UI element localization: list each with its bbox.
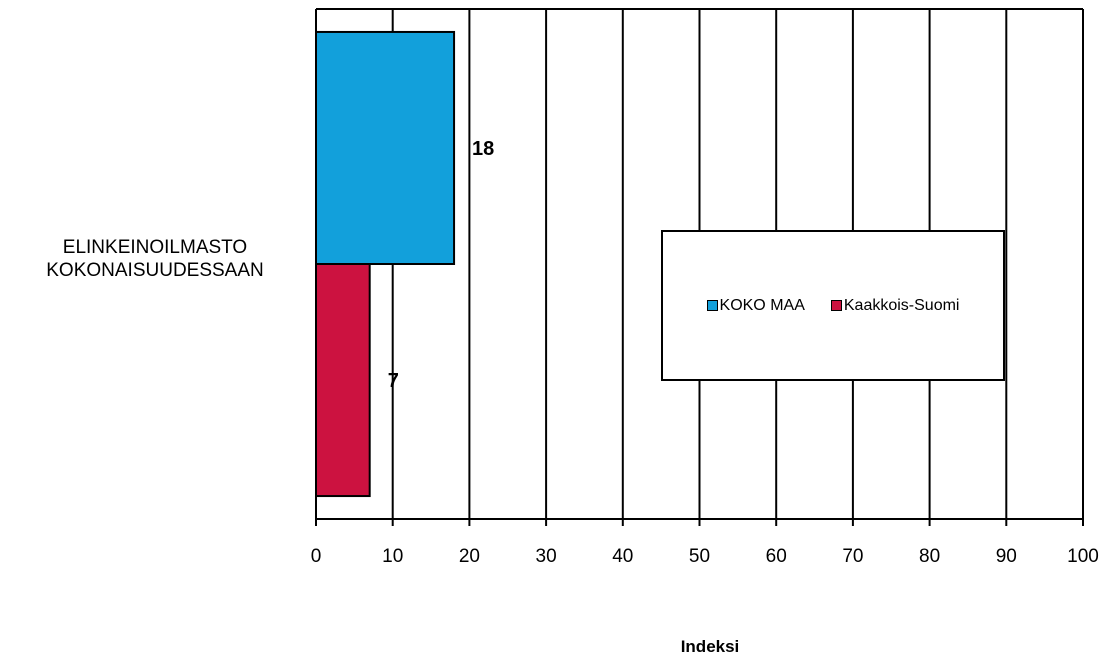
x-ticks: 0 10 20 30 40 50 60 70 80 90 100 (311, 519, 1099, 567)
x-tick-label-40: 40 (612, 546, 633, 567)
x-axis-title: Indeksi (680, 637, 740, 656)
x-tick-label-100: 100 (1067, 546, 1099, 567)
data-label-kaakkois-suomi: 7 (388, 370, 399, 392)
legend: KOKO MAA Kaakkois-Suomi (661, 230, 1005, 381)
legend-label-kaakkois-suomi: Kaakkois-Suomi (843, 296, 960, 314)
data-label-koko-maa: 18 (472, 138, 494, 160)
x-tick-label-70: 70 (842, 546, 863, 567)
data-labels: 18 7 (388, 138, 495, 392)
legend-swatch-kaakkois-suomi (830, 300, 842, 311)
x-tick-label-30: 30 (536, 546, 557, 567)
bar-kaakkois-suomi (315, 263, 371, 498)
legend-item-kaakkois-suomi: Kaakkois-Suomi (830, 296, 960, 315)
x-tick-label-10: 10 (382, 546, 403, 567)
category-label-line-1: ELINKEINOILMASTO (62, 237, 248, 258)
legend-item-koko-maa: KOKO MAA (706, 296, 805, 315)
x-tick-label-90: 90 (996, 546, 1017, 567)
legend-swatch-koko-maa (706, 300, 718, 311)
bar-koko-maa (315, 30, 456, 266)
x-tick-label-80: 80 (919, 546, 940, 567)
category-label: ELINKEINOILMASTO KOKONAISUUDESSAAN (0, 236, 310, 282)
x-tick-label-50: 50 (689, 546, 710, 567)
x-tick-label-20: 20 (459, 546, 480, 567)
bars (315, 30, 456, 498)
category-label-line-2: KOKONAISUUDESSAAN (46, 260, 264, 281)
x-tick-label-0: 0 (311, 546, 322, 567)
legend-label-koko-maa: KOKO MAA (719, 296, 805, 314)
x-tick-label-60: 60 (766, 546, 787, 567)
